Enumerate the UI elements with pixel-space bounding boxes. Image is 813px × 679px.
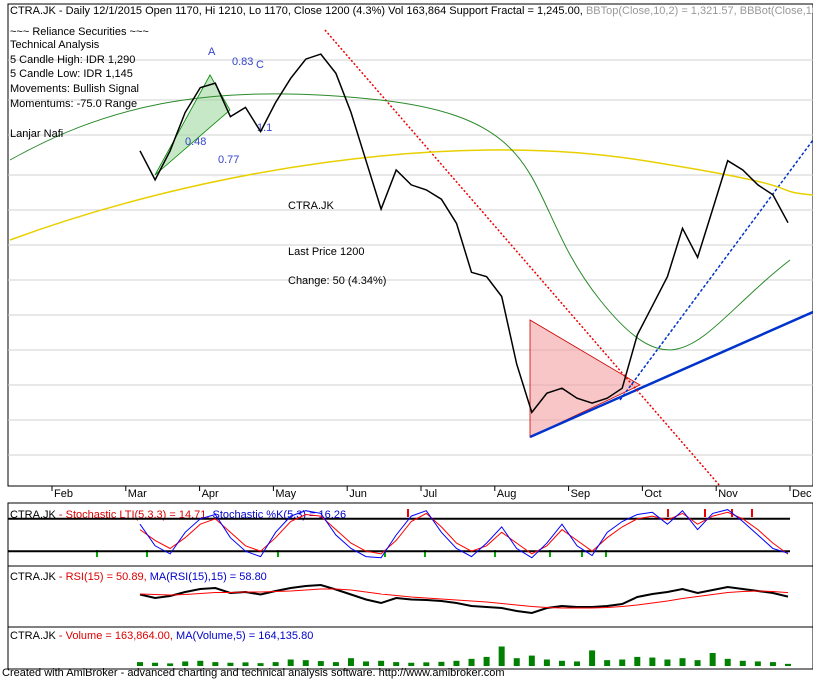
x-tick-label: May bbox=[275, 488, 296, 500]
x-tick-label: Oct bbox=[644, 488, 661, 500]
x-tick-label: Apr bbox=[202, 488, 219, 500]
header-bb: BBTop(Close,10,2) = 1,321.57, BBBot(Clos… bbox=[586, 5, 813, 17]
volume-bar bbox=[197, 660, 204, 666]
volume-bar bbox=[619, 659, 626, 666]
x-tick-label: Mar bbox=[128, 488, 147, 500]
x-tick-label: Nov bbox=[718, 488, 738, 500]
volume-bar bbox=[709, 653, 716, 666]
volume-bar bbox=[287, 659, 294, 666]
volume-bar bbox=[513, 658, 520, 666]
volume-bar bbox=[152, 662, 159, 666]
note: 5 Candle High: IDR 1,290 bbox=[10, 54, 135, 66]
footer: Created with AmiBroker - advanced charti… bbox=[2, 667, 505, 679]
volume-bar bbox=[137, 662, 143, 666]
trendline bbox=[324, 29, 721, 487]
volume-bar bbox=[347, 658, 354, 666]
x-tick-label: Dec bbox=[792, 488, 812, 500]
volume-bar bbox=[408, 662, 415, 666]
title-part: CTRA.JK bbox=[10, 571, 57, 583]
note: ~~~ Reliance Securities ~~~ bbox=[10, 26, 149, 38]
header-text: CTRA.JK - Daily 12/1/2015 Open 1170, Hi … bbox=[10, 5, 583, 17]
indicator-line bbox=[139, 511, 789, 555]
note: Momentums: -75.0 Range bbox=[10, 98, 137, 110]
triangle-pattern bbox=[529, 319, 641, 438]
pattern-label: A bbox=[208, 46, 216, 58]
moving-average bbox=[9, 93, 791, 351]
note: 5 Candle Low: IDR 1,145 bbox=[10, 68, 133, 80]
volume-bar bbox=[182, 661, 189, 666]
trendline bbox=[619, 139, 813, 401]
volume-bar bbox=[558, 660, 565, 666]
title-part: MA(RSI(15),15) = 58.80 bbox=[150, 571, 267, 583]
pattern-label: 0.83 bbox=[232, 56, 253, 68]
title-part: - RSI(15) = 50.89, bbox=[59, 571, 147, 583]
x-tick-label: Jul bbox=[423, 488, 437, 500]
grid bbox=[8, 59, 813, 456]
volume-bar bbox=[589, 650, 596, 666]
volume-bar bbox=[543, 659, 550, 666]
trendline bbox=[529, 310, 813, 439]
title-part: MA(Volume,5) = 164,135.80 bbox=[176, 630, 313, 642]
volume-bar bbox=[302, 660, 309, 666]
indicator-line bbox=[139, 588, 789, 609]
volume-bar bbox=[393, 662, 400, 666]
volume-bar bbox=[694, 660, 701, 666]
x-tick-label: Sep bbox=[571, 488, 591, 500]
volume-bar bbox=[785, 663, 791, 666]
volume-bar bbox=[332, 662, 339, 666]
volume-bar bbox=[483, 656, 490, 666]
volume-bar bbox=[724, 658, 731, 666]
volume-panel bbox=[7, 626, 813, 670]
volume-bar bbox=[528, 655, 535, 666]
volume-bar bbox=[378, 660, 385, 666]
volume-bar bbox=[242, 662, 249, 666]
pattern-label: C bbox=[256, 59, 264, 71]
volume-bar bbox=[423, 662, 430, 666]
title-part: - Volume = 163,864.00, bbox=[59, 630, 173, 642]
panel-title: CTRA.JK - RSI(15) = 50.89, MA(RSI(15),15… bbox=[10, 571, 267, 583]
volume-bar bbox=[649, 657, 656, 666]
watermark-symbol: CTRA.JK bbox=[288, 200, 335, 212]
volume-bar bbox=[317, 661, 324, 666]
moving-average bbox=[9, 149, 813, 241]
price-line bbox=[139, 53, 789, 414]
pattern-label: 0.48 bbox=[185, 136, 206, 148]
x-tick-label: Feb bbox=[54, 488, 73, 500]
note: Movements: Bullish Signal bbox=[10, 83, 139, 95]
volume-bar bbox=[453, 660, 460, 666]
pattern-label: 0.77 bbox=[218, 154, 239, 166]
volume-bar bbox=[754, 661, 761, 666]
title-part: CTRA.JK bbox=[10, 630, 57, 642]
volume-bar bbox=[363, 661, 370, 666]
author: Lanjar Nafi bbox=[10, 128, 63, 140]
volume-bar bbox=[468, 658, 475, 666]
volume-bar bbox=[257, 663, 264, 666]
note: Technical Analysis bbox=[10, 39, 100, 51]
watermark-change: Change: 50 (4.34%) bbox=[288, 275, 386, 287]
watermark-price: Last Price 1200 bbox=[288, 246, 364, 258]
volume-bar bbox=[664, 659, 671, 666]
volume-bar bbox=[272, 662, 279, 666]
volume-bar bbox=[498, 646, 505, 666]
volume-bar bbox=[634, 656, 641, 666]
volume-bar bbox=[739, 660, 746, 666]
volume-bar bbox=[769, 662, 776, 666]
x-tick-label: Aug bbox=[497, 488, 517, 500]
volume-bar bbox=[679, 658, 686, 666]
indicator-line bbox=[139, 509, 789, 559]
volume-bar bbox=[574, 661, 581, 666]
volume-bar bbox=[438, 661, 445, 666]
volume-bar bbox=[227, 662, 234, 666]
header: CTRA.JK - Daily 12/1/2015 Open 1170, Hi … bbox=[10, 5, 813, 17]
panel-title: CTRA.JK - Volume = 163,864.00, MA(Volume… bbox=[10, 630, 313, 642]
volume-bar bbox=[212, 662, 219, 666]
volume-bar bbox=[167, 663, 174, 666]
volume-bar bbox=[604, 660, 611, 666]
x-tick-label: Jun bbox=[349, 488, 367, 500]
